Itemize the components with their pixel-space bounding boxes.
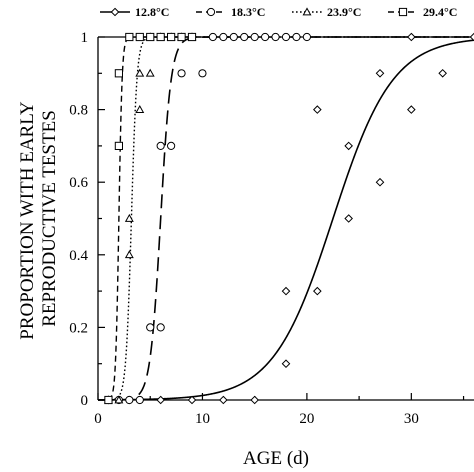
- data-point-series-1: [313, 286, 322, 296]
- data-point-series-2: [177, 69, 186, 78]
- curve-series-2: [98, 36, 474, 401]
- y-axis-title-line-1: PROPORTION WITH EARLY: [17, 101, 38, 340]
- data-point-series-2: [156, 141, 165, 150]
- data-point-series-2: [167, 141, 176, 150]
- data-point-series-3: [124, 250, 134, 259]
- data-point-series-1: [469, 32, 474, 42]
- data-point-series-2: [302, 32, 311, 42]
- x-tick-label: 10: [195, 411, 210, 427]
- data-point-series-4: [146, 32, 155, 42]
- legend-label-series-2: 18.3°C: [231, 5, 265, 19]
- y-tick-label: 1: [81, 30, 89, 46]
- data-point-series-1: [438, 68, 447, 78]
- data-point-series-3: [135, 104, 145, 113]
- data-point-series-2: [250, 32, 259, 42]
- legend-label-series-1: 12.8°C: [135, 5, 169, 19]
- data-point-series-1: [344, 214, 353, 223]
- data-point-series-3: [145, 68, 155, 77]
- data-point-series-1: [281, 359, 291, 369]
- axes: [97, 36, 474, 401]
- data-point-series-2: [125, 395, 134, 405]
- legend: 12.8°C 18.3°C 23.9°C 29.4°C: [100, 5, 457, 19]
- data-points: [103, 32, 474, 405]
- data-point-series-2: [281, 32, 291, 42]
- data-point-series-2: [208, 32, 217, 42]
- data-point-series-1: [375, 177, 385, 187]
- y-axis-title: PROPORTION WITH EARLY REPRODUCTIVE TESTE…: [17, 97, 60, 339]
- data-point-series-2: [198, 69, 207, 78]
- curve-series-3: [98, 36, 474, 401]
- y-tick-label: 0.6: [69, 175, 88, 191]
- data-point-series-4: [177, 32, 186, 42]
- data-point-series-1: [187, 395, 197, 405]
- curve-series-4: [98, 36, 474, 401]
- y-tick-label: 0: [81, 393, 89, 409]
- x-tick-label: 0: [94, 411, 102, 427]
- data-point-series-4: [156, 32, 165, 42]
- data-point-series-1: [313, 105, 322, 114]
- data-point-series-1: [219, 395, 228, 405]
- y-tick-label: 0.8: [69, 103, 88, 119]
- legend-label-series-3: 23.9°C: [327, 5, 361, 19]
- ticks: 0 10 20 30 0 0.2 0.4 0.6 0.8 1: [69, 30, 465, 427]
- data-point-series-1: [156, 395, 165, 405]
- x-tick-label: 30: [404, 411, 419, 427]
- data-point-series-1: [375, 68, 385, 78]
- y-axis-title-line-2: REPRODUCTIVE TESTES: [39, 110, 60, 327]
- y-tick-label: 0.4: [69, 248, 88, 264]
- data-point-series-3: [135, 68, 145, 77]
- data-point-series-1: [407, 32, 416, 42]
- data-point-series-4: [187, 32, 197, 42]
- y-tick-label: 0.2: [69, 320, 88, 336]
- data-point-series-2: [271, 32, 280, 42]
- data-point-series-2: [229, 32, 238, 42]
- legend-marker-series-1: [110, 7, 120, 17]
- curve-series-1: [98, 39, 474, 401]
- fitted-curves: [98, 36, 474, 401]
- data-point-series-2: [219, 32, 228, 42]
- legend-marker-series-4: [398, 7, 408, 17]
- data-point-series-3: [124, 213, 134, 222]
- legend-label-series-4: 29.4°C: [423, 5, 457, 19]
- data-point-series-2: [146, 323, 155, 332]
- data-point-series-1: [407, 105, 416, 114]
- x-tick-label: 20: [299, 411, 314, 427]
- data-point-series-2: [292, 32, 301, 42]
- data-point-series-4: [167, 32, 176, 42]
- data-point-series-4: [114, 69, 123, 78]
- data-point-series-2: [261, 32, 270, 42]
- data-point-series-4: [135, 32, 144, 42]
- data-point-series-2: [240, 32, 249, 42]
- x-axis-title: AGE (d): [243, 448, 309, 469]
- data-point-series-2: [135, 395, 144, 405]
- data-point-series-1: [250, 395, 259, 405]
- data-point-series-3: [114, 395, 124, 404]
- legend-marker-series-3: [302, 7, 312, 16]
- data-point-series-2: [156, 323, 165, 332]
- legend-marker-series-2: [206, 7, 216, 17]
- data-point-series-4: [125, 32, 134, 42]
- data-point-series-1: [281, 286, 291, 296]
- data-point-series-4: [114, 141, 123, 151]
- data-point-series-4: [104, 395, 113, 405]
- data-point-series-1: [344, 141, 353, 151]
